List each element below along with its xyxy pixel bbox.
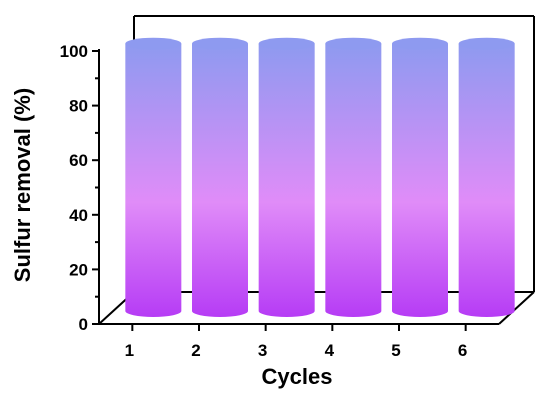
y-tick-label: 100 bbox=[60, 42, 88, 61]
y-tick-label: 0 bbox=[79, 315, 88, 334]
y-tick-label: 60 bbox=[69, 151, 88, 170]
bar-body bbox=[458, 43, 515, 317]
y-tick-label: 80 bbox=[69, 97, 88, 116]
bar-body bbox=[325, 43, 382, 317]
x-tick-label: 2 bbox=[191, 341, 200, 360]
bar-6 bbox=[458, 37, 515, 317]
x-tick-label: 3 bbox=[258, 341, 267, 360]
frame-floor-right bbox=[498, 291, 535, 325]
bar-top-cap bbox=[392, 37, 448, 50]
x-axis-title: Cycles bbox=[262, 364, 333, 389]
bars bbox=[125, 37, 515, 317]
x-tick-label: 4 bbox=[325, 341, 335, 360]
x-tick-label: 6 bbox=[458, 341, 467, 360]
bar-top-cap bbox=[458, 37, 515, 50]
bar-body bbox=[125, 43, 182, 317]
bar-top-cap bbox=[258, 37, 315, 50]
bar-body bbox=[258, 43, 315, 317]
y-axis-title: Sulfur removal (%) bbox=[10, 88, 35, 282]
x-tick-label: 5 bbox=[391, 341, 400, 360]
bar-body bbox=[192, 43, 248, 317]
x-tick-label: 1 bbox=[125, 341, 134, 360]
y-tick-label: 20 bbox=[69, 260, 88, 279]
bar-body bbox=[392, 43, 448, 317]
bar-1 bbox=[125, 37, 182, 317]
y-tick-label: 40 bbox=[69, 206, 88, 225]
bar-3 bbox=[258, 37, 315, 317]
bar-4 bbox=[325, 37, 382, 317]
bar-top-cap bbox=[192, 37, 248, 50]
bar-top-cap bbox=[325, 37, 382, 50]
bar-top-cap bbox=[125, 37, 182, 50]
bar-5 bbox=[392, 37, 448, 317]
bar-2 bbox=[192, 37, 248, 317]
axis-ticks: 0 20 40 60 80 100 1 2 3 4 5 6 bbox=[60, 42, 468, 360]
